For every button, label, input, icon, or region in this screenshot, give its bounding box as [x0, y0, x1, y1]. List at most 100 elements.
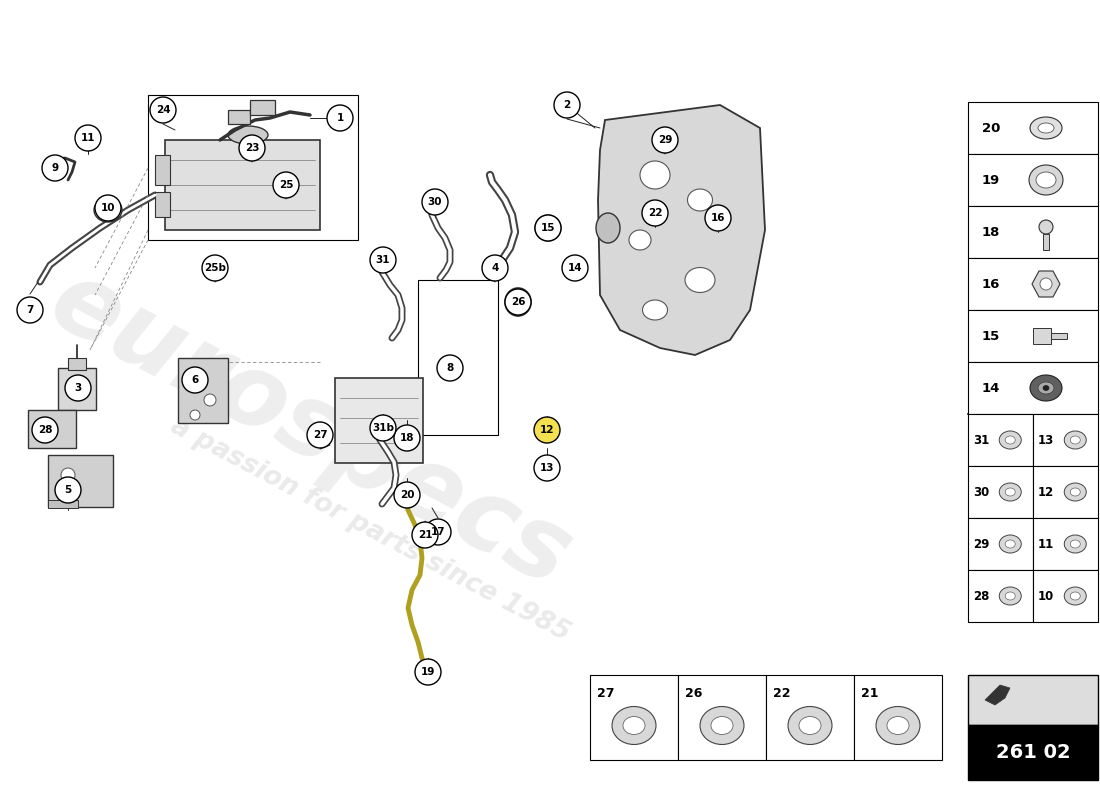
- Circle shape: [534, 417, 560, 443]
- Text: 31: 31: [376, 255, 390, 265]
- Bar: [155, 155, 170, 185]
- Bar: [968, 414, 1033, 466]
- Bar: [1033, 570, 1098, 622]
- Ellipse shape: [1038, 382, 1054, 394]
- Polygon shape: [598, 105, 764, 355]
- Ellipse shape: [1070, 592, 1080, 600]
- Bar: [968, 258, 1098, 310]
- Bar: [68, 358, 86, 370]
- Ellipse shape: [999, 431, 1021, 449]
- Circle shape: [65, 375, 91, 401]
- Bar: [165, 140, 320, 230]
- Text: 9: 9: [52, 163, 58, 173]
- Text: 11: 11: [1038, 538, 1054, 550]
- Circle shape: [437, 355, 463, 381]
- Bar: [968, 206, 1098, 258]
- Ellipse shape: [228, 126, 268, 144]
- Text: 12: 12: [540, 425, 554, 435]
- Circle shape: [370, 247, 396, 273]
- Polygon shape: [984, 685, 1010, 705]
- Circle shape: [192, 369, 204, 381]
- Text: 6: 6: [191, 375, 199, 385]
- Ellipse shape: [1065, 483, 1087, 501]
- Circle shape: [652, 127, 678, 153]
- Bar: [48, 455, 113, 507]
- Ellipse shape: [1005, 540, 1015, 548]
- Ellipse shape: [999, 587, 1021, 605]
- Text: 18: 18: [399, 433, 415, 443]
- Circle shape: [482, 255, 508, 281]
- Ellipse shape: [505, 288, 531, 316]
- Text: 31b: 31b: [372, 423, 394, 433]
- Text: 7: 7: [26, 305, 34, 315]
- Text: 16: 16: [711, 213, 725, 223]
- Circle shape: [95, 195, 121, 221]
- Text: 28: 28: [974, 590, 989, 602]
- Circle shape: [307, 422, 333, 448]
- Bar: [58, 368, 96, 410]
- Circle shape: [42, 155, 68, 181]
- Circle shape: [642, 200, 668, 226]
- Circle shape: [60, 468, 75, 482]
- Text: 24: 24: [156, 105, 170, 115]
- Circle shape: [412, 522, 438, 548]
- Circle shape: [562, 255, 588, 281]
- Circle shape: [422, 189, 448, 215]
- Bar: [590, 675, 678, 760]
- Bar: [1033, 414, 1098, 466]
- Ellipse shape: [101, 204, 116, 216]
- Bar: [968, 675, 1098, 725]
- Ellipse shape: [799, 717, 821, 734]
- Bar: [336, 378, 424, 463]
- Ellipse shape: [1040, 278, 1052, 290]
- Text: 29: 29: [658, 135, 672, 145]
- Ellipse shape: [629, 230, 651, 250]
- Circle shape: [425, 519, 451, 545]
- Text: 29: 29: [974, 538, 989, 550]
- Bar: [968, 570, 1033, 622]
- Bar: [1033, 466, 1098, 518]
- Ellipse shape: [685, 267, 715, 293]
- Text: 15: 15: [982, 330, 1000, 342]
- Circle shape: [534, 455, 560, 481]
- Text: 26: 26: [685, 687, 703, 700]
- Bar: [1050, 333, 1067, 339]
- Ellipse shape: [1070, 436, 1080, 444]
- Ellipse shape: [1065, 535, 1087, 553]
- Ellipse shape: [535, 215, 561, 241]
- Ellipse shape: [700, 706, 744, 745]
- Text: 25b: 25b: [204, 263, 226, 273]
- Text: 30: 30: [428, 197, 442, 207]
- Ellipse shape: [788, 706, 832, 745]
- Text: 261 02: 261 02: [996, 742, 1070, 762]
- Bar: [854, 675, 942, 760]
- Text: 27: 27: [597, 687, 615, 700]
- Bar: [968, 102, 1098, 154]
- Ellipse shape: [1005, 592, 1015, 600]
- Circle shape: [505, 289, 531, 315]
- Ellipse shape: [640, 161, 670, 189]
- Polygon shape: [1033, 328, 1050, 344]
- Ellipse shape: [1043, 386, 1049, 390]
- Ellipse shape: [1065, 431, 1087, 449]
- Text: 21: 21: [418, 530, 432, 540]
- Circle shape: [202, 255, 228, 281]
- Text: 30: 30: [974, 486, 989, 498]
- Text: 15: 15: [541, 223, 556, 233]
- Bar: [418, 280, 498, 435]
- Bar: [148, 95, 358, 240]
- Bar: [968, 725, 1098, 780]
- Ellipse shape: [1030, 375, 1062, 401]
- Polygon shape: [1032, 271, 1060, 297]
- Ellipse shape: [999, 535, 1021, 553]
- Text: 28: 28: [37, 425, 53, 435]
- Ellipse shape: [77, 130, 99, 150]
- Ellipse shape: [1040, 220, 1053, 234]
- Ellipse shape: [1028, 165, 1063, 195]
- Text: 13: 13: [540, 463, 554, 473]
- Text: 27: 27: [312, 430, 328, 440]
- Bar: [228, 110, 250, 124]
- Circle shape: [239, 135, 265, 161]
- Ellipse shape: [1005, 436, 1015, 444]
- Text: 16: 16: [982, 278, 1000, 290]
